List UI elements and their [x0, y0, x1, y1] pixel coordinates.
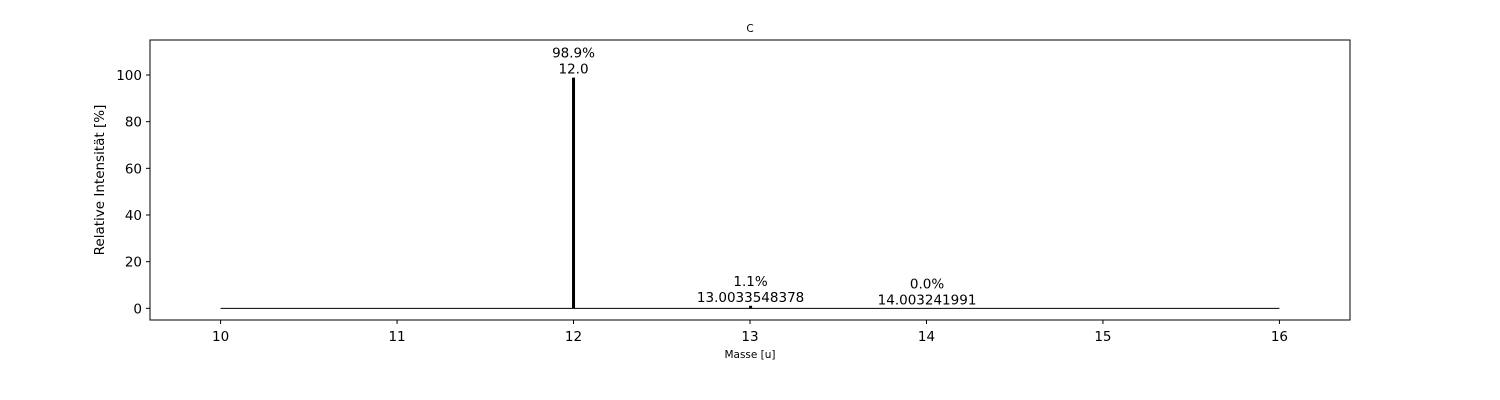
y-tick-label: 80 [125, 115, 142, 131]
peak-percent-label: 98.9% [552, 46, 595, 62]
x-tick-label: 10 [212, 329, 229, 345]
x-tick-label: 16 [1271, 329, 1288, 345]
y-axis: 0 20 40 60 80 100 [116, 68, 150, 317]
peak-labels-group: 98.9%12.0 1.1%13.0033548378 0.0%14.0032419… [552, 46, 976, 309]
x-tick-label: 14 [918, 329, 935, 345]
x-axis: 10 11 12 13 14 15 16 [212, 320, 1288, 345]
y-tick-label: 0 [133, 301, 142, 317]
peak-percent-label: 0.0% [910, 276, 944, 292]
peak-percent-label: 1.1% [733, 274, 767, 290]
y-axis-label: Relative Intensität [%] [92, 105, 108, 256]
x-tick-label: 12 [565, 329, 582, 345]
peak-mass-label: 12.0 [558, 62, 588, 78]
x-axis-label: Masse [u] [724, 349, 775, 361]
y-tick-label: 20 [125, 255, 142, 271]
peak-mass-label: 13.0033548378 [697, 290, 804, 306]
y-tick-label: 60 [125, 161, 142, 177]
x-tick-label: 11 [388, 329, 405, 345]
y-tick-label: 40 [125, 208, 142, 224]
peak-mass-label: 14.003241991 [878, 292, 977, 308]
x-tick-label: 13 [741, 329, 758, 345]
chart-title: C [746, 23, 753, 35]
peaks-group [572, 77, 753, 309]
x-tick-label: 15 [1094, 329, 1111, 345]
y-tick-label: 100 [116, 68, 142, 84]
